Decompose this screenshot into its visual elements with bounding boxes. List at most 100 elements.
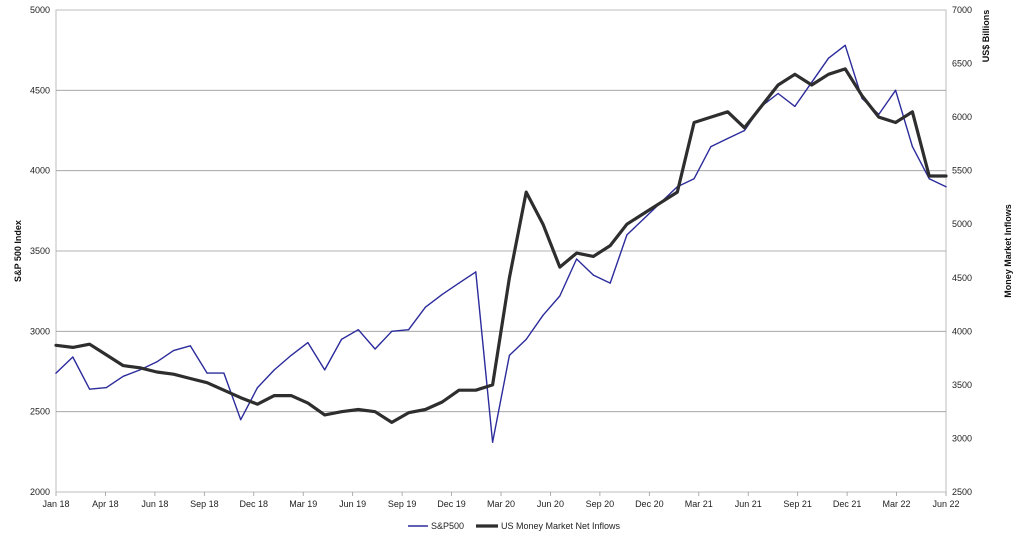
data-point bbox=[357, 329, 359, 331]
data-point bbox=[811, 84, 813, 86]
data-point bbox=[676, 191, 678, 193]
data-point bbox=[492, 441, 494, 443]
data-point bbox=[458, 282, 460, 284]
data-point bbox=[172, 350, 175, 352]
right-axis-ticks: 2500 3000 3500 4000 4500 5000 5500 6000 6500 7000 bbox=[952, 5, 972, 497]
right-tick-label: 3000 bbox=[952, 433, 972, 443]
data-point bbox=[290, 395, 292, 397]
x-tick-label: Mar 20 bbox=[487, 499, 515, 509]
data-point bbox=[307, 342, 309, 344]
x-tick-label: Apr 18 bbox=[92, 499, 119, 509]
data-point bbox=[273, 369, 275, 371]
data-point bbox=[391, 421, 393, 423]
x-tick-label: Dec 19 bbox=[437, 499, 466, 509]
x-tick-label: Jun 22 bbox=[932, 499, 959, 509]
left-axis-ticks: 2000 2500 3000 3500 4000 4500 5000 bbox=[30, 5, 50, 497]
data-point bbox=[525, 191, 527, 193]
series-line bbox=[54, 67, 948, 424]
data-point bbox=[559, 266, 561, 268]
x-tick-label: Sep 21 bbox=[783, 499, 812, 509]
data-point bbox=[710, 146, 712, 148]
data-point bbox=[441, 401, 443, 403]
data-point bbox=[256, 387, 259, 389]
data-point bbox=[240, 397, 242, 399]
data-point bbox=[542, 314, 544, 316]
data-point bbox=[374, 348, 376, 350]
data-point bbox=[72, 356, 74, 358]
data-point bbox=[408, 329, 410, 331]
data-point bbox=[492, 384, 494, 386]
x-axis-ticks: Jan 18 Apr 18 Jun 18 Sep 18 Dec 18 Mar 19 Jun … bbox=[42, 492, 960, 509]
x-tick-label: Mar 21 bbox=[685, 499, 713, 509]
data-point bbox=[777, 92, 779, 95]
data-point bbox=[139, 367, 141, 369]
data-point bbox=[139, 369, 141, 371]
left-tick-label: 3000 bbox=[30, 326, 50, 336]
data-point bbox=[559, 295, 561, 297]
data-point bbox=[911, 146, 914, 148]
data-point bbox=[391, 330, 393, 332]
series-sp500 bbox=[55, 44, 947, 443]
x-tick-label: Jun 19 bbox=[339, 499, 366, 509]
left-tick-label: 4000 bbox=[30, 166, 50, 176]
data-point bbox=[105, 354, 107, 356]
right-tick-label: 3500 bbox=[952, 380, 972, 390]
x-tick-label: Dec 21 bbox=[833, 499, 862, 509]
series-money-market bbox=[54, 67, 948, 424]
data-point bbox=[945, 175, 947, 177]
left-tick-label: 3500 bbox=[30, 246, 50, 256]
data-point bbox=[794, 73, 796, 75]
data-point bbox=[643, 218, 645, 220]
data-point bbox=[576, 252, 578, 254]
data-point bbox=[508, 277, 510, 279]
data-point bbox=[743, 127, 746, 129]
right-tick-label: 7000 bbox=[952, 5, 972, 15]
data-point bbox=[945, 186, 947, 188]
data-point bbox=[895, 89, 897, 91]
data-point bbox=[206, 382, 208, 384]
data-point bbox=[340, 411, 343, 413]
data-point bbox=[626, 234, 628, 236]
data-point bbox=[105, 387, 107, 389]
data-point bbox=[340, 338, 343, 340]
data-point bbox=[357, 408, 359, 411]
x-tick-label: Dec 18 bbox=[240, 499, 269, 509]
data-point bbox=[659, 202, 662, 204]
data-point bbox=[508, 354, 510, 356]
legend-label-sp500: S&P500 bbox=[431, 521, 464, 531]
data-point bbox=[911, 111, 914, 113]
data-point bbox=[89, 343, 91, 345]
data-point bbox=[576, 258, 578, 260]
data-point bbox=[408, 412, 410, 414]
data-point bbox=[693, 121, 695, 124]
data-point bbox=[727, 111, 729, 113]
data-point bbox=[727, 137, 729, 140]
data-point bbox=[458, 389, 460, 391]
data-point bbox=[827, 73, 830, 75]
x-tick-label: Dec 20 bbox=[635, 499, 664, 509]
data-point bbox=[374, 411, 376, 413]
data-point bbox=[240, 419, 242, 421]
data-point bbox=[424, 408, 426, 411]
right-tick-label: 4500 bbox=[952, 273, 972, 283]
right-tick-label: 6500 bbox=[952, 59, 972, 69]
data-point bbox=[592, 274, 595, 276]
data-point bbox=[189, 377, 191, 380]
data-point bbox=[189, 345, 191, 347]
data-point bbox=[72, 346, 74, 348]
data-point bbox=[811, 81, 813, 83]
data-point bbox=[290, 354, 292, 356]
x-tick-label: Jun 20 bbox=[537, 499, 564, 509]
legend: S&P500 US Money Market Net Inflows bbox=[408, 521, 621, 531]
data-point bbox=[307, 402, 309, 404]
series-layer bbox=[54, 44, 948, 443]
x-tick-label: Mar 19 bbox=[289, 499, 317, 509]
series-line bbox=[55, 44, 947, 443]
data-point bbox=[542, 223, 544, 225]
data-point bbox=[223, 389, 225, 391]
data-point bbox=[475, 271, 477, 273]
x-tick-label: Jan 18 bbox=[42, 499, 69, 509]
data-point bbox=[89, 388, 91, 390]
x-tick-label: Mar 22 bbox=[883, 499, 911, 509]
right-axis-title-units: US$ Billions bbox=[981, 10, 991, 63]
